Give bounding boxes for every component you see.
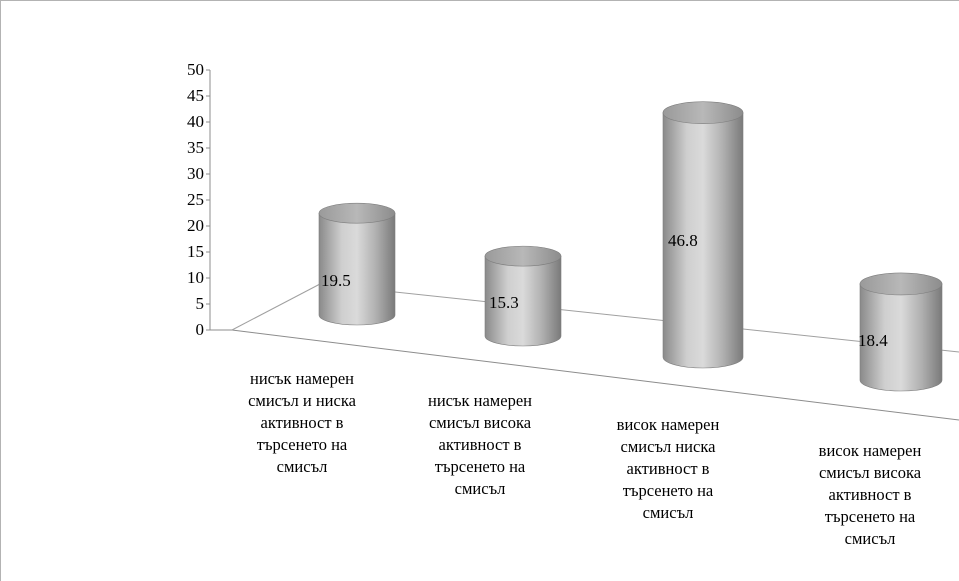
y-tick-label: 10 — [187, 268, 204, 287]
y-tick-label: 45 — [187, 86, 204, 105]
bar-body — [662, 112, 744, 369]
y-tick-label: 40 — [187, 112, 204, 131]
floor-left-edge — [231, 283, 321, 331]
y-tick-label: 15 — [187, 242, 204, 261]
y-tick-label: 30 — [187, 164, 204, 183]
bar-2 — [484, 245, 562, 347]
bar-top-cap — [318, 202, 396, 224]
data-label-3: 46.8 — [668, 231, 698, 250]
category-label-2: нисък намерен смисъл висока активност в … — [428, 391, 532, 498]
data-labels: 19.5 15.3 46.8 18.4 — [321, 231, 888, 350]
category-label-1: нисък намерен смисъл и ниска активност в… — [248, 369, 356, 476]
bar-top-cap — [662, 101, 744, 125]
y-tick-label: 20 — [187, 216, 204, 235]
bar-4 — [859, 272, 943, 392]
y-tick-label: 0 — [196, 320, 205, 339]
y-tick-label: 50 — [187, 60, 204, 79]
data-label-1: 19.5 — [321, 271, 351, 290]
bar-body — [484, 255, 562, 347]
y-tick-label: 35 — [187, 138, 204, 157]
bars — [318, 101, 943, 392]
bar-top-cap — [859, 272, 943, 296]
y-tick-label: 25 — [187, 190, 204, 209]
floor-front-edge — [231, 329, 959, 421]
data-label-2: 15.3 — [489, 293, 519, 312]
bar-1 — [318, 202, 396, 326]
bar-3 — [662, 101, 744, 369]
bar-body — [859, 283, 943, 392]
bar-body — [318, 212, 396, 326]
category-label-3: висок намерен смисъл ниска активност в т… — [616, 415, 720, 522]
y-tick-label: 5 — [196, 294, 205, 313]
data-label-4: 18.4 — [858, 331, 888, 350]
bar-top-cap — [484, 245, 562, 267]
category-label-4: висок намерен смисъл висока активност в … — [818, 441, 922, 548]
axes: 0 5 10 15 20 25 30 35 40 45 50 — [187, 60, 959, 421]
floor-back-edge — [319, 283, 959, 353]
